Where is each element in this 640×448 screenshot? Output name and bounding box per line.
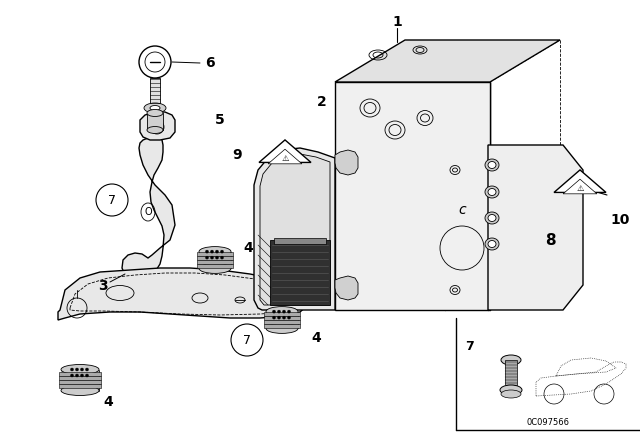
Polygon shape	[335, 40, 560, 82]
Circle shape	[278, 316, 280, 319]
Circle shape	[216, 250, 218, 253]
Polygon shape	[59, 376, 101, 380]
Circle shape	[86, 368, 88, 371]
Ellipse shape	[266, 323, 298, 333]
Text: 0C097566: 0C097566	[527, 418, 570, 426]
Polygon shape	[58, 268, 310, 320]
Ellipse shape	[144, 103, 166, 113]
Polygon shape	[335, 276, 358, 300]
Text: 1: 1	[392, 15, 402, 29]
Text: 4: 4	[243, 241, 253, 255]
Ellipse shape	[199, 246, 231, 257]
Polygon shape	[259, 140, 311, 163]
Polygon shape	[61, 370, 99, 391]
Text: ⚠: ⚠	[281, 154, 289, 163]
Text: 4: 4	[103, 395, 113, 409]
Text: 7: 7	[243, 333, 251, 346]
Circle shape	[70, 374, 74, 377]
Text: 7: 7	[108, 194, 116, 207]
Text: 8: 8	[545, 233, 556, 247]
Text: 10: 10	[611, 213, 630, 227]
Circle shape	[81, 368, 83, 371]
Circle shape	[211, 250, 214, 253]
Ellipse shape	[488, 161, 496, 168]
Polygon shape	[264, 312, 300, 316]
Ellipse shape	[501, 390, 521, 398]
Circle shape	[221, 256, 223, 259]
Text: 2: 2	[317, 95, 327, 109]
Polygon shape	[59, 380, 101, 384]
Circle shape	[278, 310, 280, 313]
Polygon shape	[260, 154, 330, 305]
Ellipse shape	[500, 385, 522, 395]
Circle shape	[205, 256, 209, 259]
Polygon shape	[199, 252, 231, 268]
Polygon shape	[150, 78, 160, 105]
Ellipse shape	[266, 306, 298, 317]
Text: c: c	[458, 203, 466, 217]
Polygon shape	[264, 316, 300, 320]
Text: 7: 7	[466, 340, 474, 353]
Polygon shape	[264, 320, 300, 324]
Circle shape	[273, 310, 275, 313]
Polygon shape	[270, 240, 330, 305]
Polygon shape	[197, 256, 233, 260]
Polygon shape	[505, 360, 517, 385]
Ellipse shape	[485, 238, 499, 250]
Circle shape	[221, 250, 223, 253]
Polygon shape	[59, 372, 101, 376]
Text: ⚠: ⚠	[576, 184, 584, 193]
Circle shape	[211, 256, 214, 259]
Text: 5: 5	[215, 113, 225, 127]
Ellipse shape	[485, 212, 499, 224]
Polygon shape	[147, 113, 163, 130]
Circle shape	[76, 368, 79, 371]
Polygon shape	[268, 149, 302, 164]
Circle shape	[205, 250, 209, 253]
Polygon shape	[122, 137, 175, 282]
Text: 3: 3	[98, 279, 108, 293]
Ellipse shape	[150, 105, 160, 111]
Circle shape	[287, 310, 291, 313]
Ellipse shape	[485, 159, 499, 171]
Ellipse shape	[488, 215, 496, 221]
Circle shape	[282, 310, 285, 313]
Circle shape	[70, 368, 74, 371]
Circle shape	[273, 316, 275, 319]
Ellipse shape	[147, 126, 163, 134]
Text: 9: 9	[232, 148, 242, 162]
Polygon shape	[554, 170, 606, 193]
Polygon shape	[335, 82, 490, 310]
Polygon shape	[197, 264, 233, 268]
Circle shape	[81, 374, 83, 377]
Circle shape	[287, 316, 291, 319]
Polygon shape	[197, 260, 233, 264]
Circle shape	[76, 374, 79, 377]
Text: 6: 6	[205, 56, 215, 70]
Polygon shape	[264, 324, 300, 328]
Ellipse shape	[61, 365, 99, 375]
Ellipse shape	[485, 186, 499, 198]
Ellipse shape	[61, 385, 99, 396]
Text: 4: 4	[311, 331, 321, 345]
Text: O: O	[144, 207, 152, 217]
Ellipse shape	[501, 355, 521, 365]
Circle shape	[282, 316, 285, 319]
Polygon shape	[59, 384, 101, 388]
Polygon shape	[274, 238, 326, 244]
Polygon shape	[140, 112, 175, 140]
Circle shape	[216, 256, 218, 259]
Polygon shape	[563, 179, 597, 194]
Circle shape	[86, 374, 88, 377]
Ellipse shape	[147, 109, 163, 116]
Polygon shape	[488, 145, 583, 310]
Ellipse shape	[199, 263, 231, 273]
Polygon shape	[266, 312, 298, 328]
Polygon shape	[335, 150, 358, 175]
Ellipse shape	[488, 189, 496, 195]
Ellipse shape	[488, 241, 496, 247]
Polygon shape	[197, 252, 233, 256]
Polygon shape	[254, 148, 335, 310]
